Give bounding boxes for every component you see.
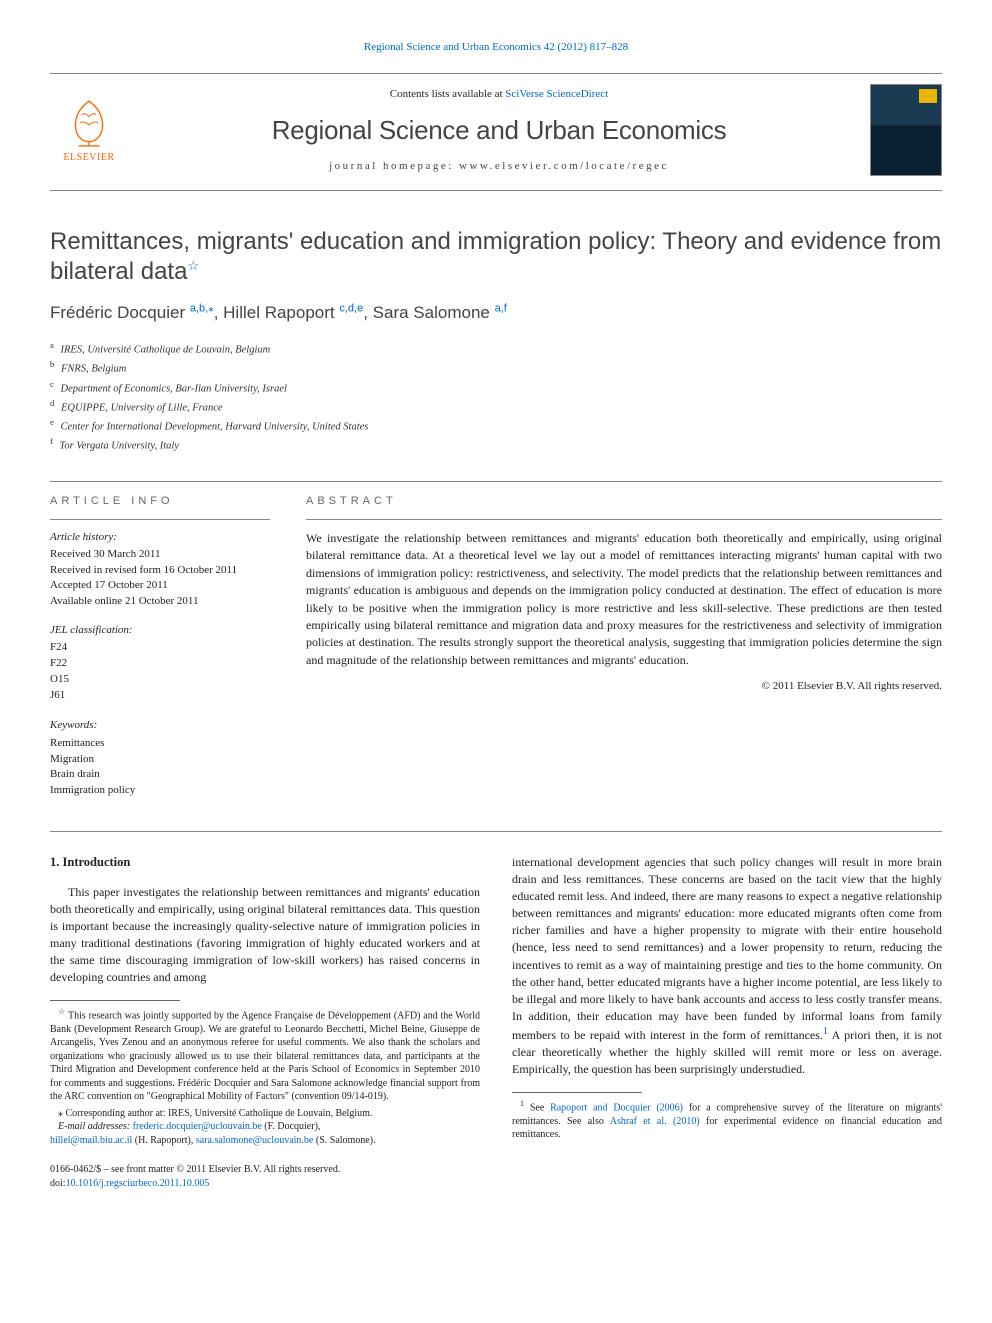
top-citation-link[interactable]: Regional Science and Urban Economics 42 … bbox=[364, 41, 628, 53]
jel-code: F22 bbox=[50, 656, 270, 672]
citation-link[interactable]: Ashraf et al. (2010) bbox=[610, 1116, 700, 1127]
affiliation: f Tor Vergata University, Italy bbox=[50, 435, 942, 454]
author-list: Frédéric Docquier a,b,⁎, Hillel Rapoport… bbox=[50, 301, 942, 325]
article-history: Received 30 March 2011 Received in revis… bbox=[50, 547, 270, 609]
intro-para: This paper investigates the relationship… bbox=[50, 884, 480, 986]
affiliation: e Center for International Development, … bbox=[50, 416, 942, 435]
jel-code: J61 bbox=[50, 688, 270, 704]
affil-link[interactable]: c,d,e bbox=[339, 303, 363, 315]
jel-label: JEL classification: bbox=[50, 623, 270, 638]
abstract-heading: abstract bbox=[306, 494, 942, 509]
journal-cover-icon bbox=[870, 84, 942, 176]
elsevier-tree-icon bbox=[63, 96, 115, 148]
abstract-copyright: © 2011 Elsevier B.V. All rights reserved… bbox=[306, 679, 942, 694]
star-footnote: ☆ This research was jointly supported by… bbox=[50, 1007, 480, 1104]
abstract-block: abstract We investigate the relationship… bbox=[306, 494, 942, 814]
title-footnote-link[interactable]: ☆ bbox=[187, 258, 199, 273]
article-info: article info Article history: Received 3… bbox=[50, 494, 270, 814]
issn-line: 0166-0462/$ – see front matter © 2011 El… bbox=[50, 1163, 480, 1177]
email-link[interactable]: hillel@mail.biu.ac.il bbox=[50, 1135, 132, 1146]
doi-link[interactable]: 10.1016/j.regsciurbeco.2011.10.005 bbox=[66, 1178, 210, 1189]
keyword: Immigration policy bbox=[50, 783, 270, 799]
section-rule bbox=[50, 831, 942, 832]
front-matter-copyright: 0166-0462/$ – see front matter © 2011 El… bbox=[50, 1163, 480, 1191]
author: , Sara Salomone a,f bbox=[363, 303, 507, 322]
intro-heading: 1. Introduction bbox=[50, 854, 480, 872]
publisher-name: ELSEVIER bbox=[63, 151, 114, 165]
affil-link[interactable]: a,b, bbox=[190, 303, 208, 315]
email-link[interactable]: sara.salomone@uclouvain.be bbox=[196, 1135, 314, 1146]
affiliation: a IRES, Université Catholique de Louvain… bbox=[50, 339, 942, 358]
email-addresses: E-mail addresses: frederic.docquier@uclo… bbox=[50, 1120, 480, 1147]
footnote-1: 1 See Rapoport and Docquier (2006) for a… bbox=[512, 1099, 942, 1142]
abstract-text: We investigate the relationship between … bbox=[306, 530, 942, 669]
jel-code: O15 bbox=[50, 672, 270, 688]
journal-homepage: journal homepage: www.elsevier.com/locat… bbox=[148, 159, 850, 174]
footnote-rule bbox=[512, 1092, 642, 1093]
journal-name: Regional Science and Urban Economics bbox=[148, 112, 850, 148]
affiliation: d EQUIPPE, University of Lille, France bbox=[50, 397, 942, 416]
affiliation: b FNRS, Belgium bbox=[50, 358, 942, 377]
author: Frédéric Docquier a,b,⁎ bbox=[50, 303, 214, 322]
corresponding-author-note: ⁎ Corresponding author at: IRES, Univers… bbox=[50, 1107, 480, 1121]
keyword: Brain drain bbox=[50, 767, 270, 783]
jel-code: F24 bbox=[50, 640, 270, 656]
article-title: Remittances, migrants' education and imm… bbox=[50, 227, 942, 287]
article-body: 1. Introduction This paper investigates … bbox=[50, 854, 942, 1191]
author: , Hillel Rapoport c,d,e bbox=[214, 303, 364, 322]
scidirect-link[interactable]: SciVerse ScienceDirect bbox=[505, 88, 608, 100]
elsevier-logo: ELSEVIER bbox=[50, 91, 128, 169]
section-rule bbox=[50, 481, 942, 482]
intro-para: international development agencies that … bbox=[512, 854, 942, 1077]
citation-link[interactable]: Rapoport and Docquier (2006) bbox=[550, 1102, 683, 1113]
keyword: Migration bbox=[50, 752, 270, 768]
footnote-rule bbox=[50, 1000, 180, 1001]
doi-line: doi:10.1016/j.regsciurbeco.2011.10.005 bbox=[50, 1177, 480, 1191]
jel-codes: F24 F22 O15 J61 bbox=[50, 640, 270, 704]
email-link[interactable]: frederic.docquier@uclouvain.be bbox=[133, 1121, 262, 1132]
keyword: Remittances bbox=[50, 736, 270, 752]
affil-link[interactable]: a,f bbox=[495, 303, 507, 315]
affiliation: c Department of Economics, Bar-Ilan Univ… bbox=[50, 378, 942, 397]
affiliations: a IRES, Université Catholique de Louvain… bbox=[50, 339, 942, 455]
journal-masthead: ELSEVIER Contents lists available at Sci… bbox=[50, 73, 942, 191]
top-citation: Regional Science and Urban Economics 42 … bbox=[50, 40, 942, 55]
history-label: Article history: bbox=[50, 530, 270, 545]
article-info-heading: article info bbox=[50, 494, 270, 509]
contents-line: Contents lists available at SciVerse Sci… bbox=[148, 87, 850, 102]
keywords: Remittances Migration Brain drain Immigr… bbox=[50, 736, 270, 800]
keywords-label: Keywords: bbox=[50, 718, 270, 733]
